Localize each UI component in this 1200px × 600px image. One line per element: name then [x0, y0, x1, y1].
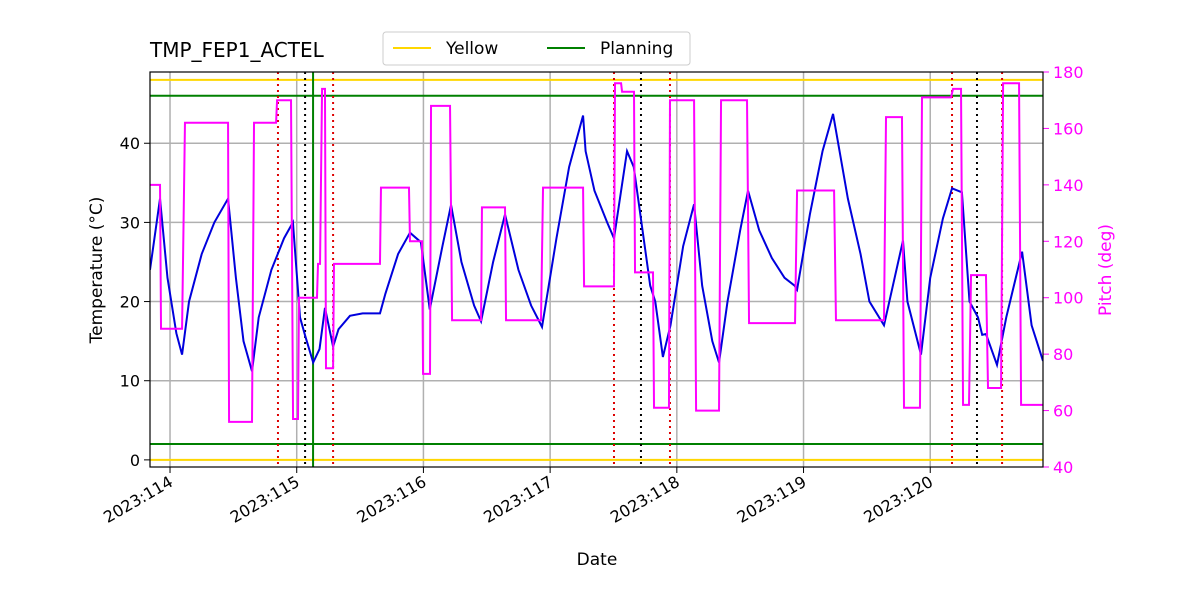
- y2-axis-label: Pitch (deg): [1096, 224, 1116, 316]
- data-line: [150, 113, 1043, 372]
- x-tick-label: 2023:117: [480, 472, 556, 527]
- y-tick-label: 0: [130, 451, 140, 470]
- y2-tick-label: 160: [1053, 119, 1084, 138]
- x-tick-label: 2023:114: [100, 472, 176, 527]
- y2-tick-label: 60: [1053, 402, 1073, 421]
- plot-area: [150, 72, 1043, 467]
- legend: Yellow Planning: [382, 31, 691, 66]
- y2-tick-label: 40: [1053, 458, 1073, 477]
- y2-tick-label: 180: [1053, 63, 1084, 82]
- x-tick-label: 2023:116: [354, 472, 430, 527]
- y2-tick-label: 120: [1053, 232, 1084, 251]
- y-tick-label: 40: [120, 134, 140, 153]
- x-tick-label: 2023:119: [734, 472, 810, 527]
- legend-box: [382, 31, 691, 66]
- y2-tick-label: 80: [1053, 345, 1073, 364]
- y2-tick-label: 100: [1053, 289, 1084, 308]
- y-axis-label: Temperature (°C): [87, 197, 107, 345]
- legend-label: Yellow: [445, 39, 498, 59]
- y-tick-label: 30: [120, 213, 140, 232]
- y2-tick-label: 140: [1053, 176, 1084, 195]
- data-line: [150, 82, 1043, 423]
- y-tick-label: 10: [120, 372, 140, 391]
- x-tick-label: 2023:115: [227, 472, 303, 527]
- legend-label: Planning: [600, 39, 673, 59]
- plot-frame: [149, 71, 1044, 468]
- x-tick-label: 2023:118: [607, 472, 683, 527]
- x-tick-label: 2023:120: [860, 472, 936, 527]
- x-axis-label: Date: [577, 550, 618, 570]
- chart-title: TMP_FEP1_ACTEL: [149, 38, 325, 62]
- y-tick-label: 20: [120, 293, 140, 312]
